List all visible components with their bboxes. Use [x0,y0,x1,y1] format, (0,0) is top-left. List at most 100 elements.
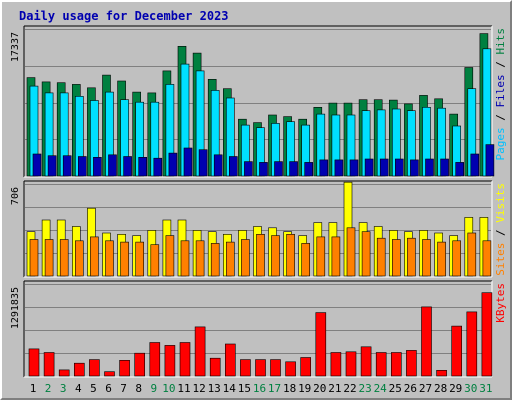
bar-pages-31 [485,144,495,177]
legend-entry: KBytes [494,283,507,323]
x-axis-labels: 1 2 3 4 5 6 7 8 9 10 11 12 13 14 15 16 17 18 19 20 21 22 23 24 2… [30,382,493,395]
x-tick-label-30: 30 [464,382,477,395]
bar-pages-23 [364,158,374,177]
bar-kbytes-30 [466,311,478,377]
bar-pages-5 [93,157,102,177]
x-tick-label-7: 7 [120,382,127,395]
bar-kbytes-28 [436,369,447,377]
bar-kbytes-25 [390,352,402,377]
bar-pages-21 [334,159,344,177]
bar-pages-12 [198,149,208,177]
bar-kbytes-18 [285,361,296,377]
bar-kbytes-7 [119,359,130,377]
bar-kbytes-21 [330,352,342,377]
x-tick-label-24: 24 [374,382,388,395]
bar-kbytes-3 [58,369,70,377]
x-tick-label-5: 5 [90,382,97,395]
bar-sites-19 [301,243,311,277]
bar-sites-25 [391,239,401,277]
legend-entry: / [494,55,507,75]
bar-pages-26 [410,159,419,177]
legend-entry: Sites [494,243,507,276]
bar-sites-3 [59,239,69,277]
y-max-label: 17337 [10,32,21,62]
bar-sites-23 [361,231,371,277]
bar-pages-11 [183,147,193,177]
x-tick-label-9: 9 [150,382,157,395]
x-tick-label-28: 28 [434,382,447,395]
bar-pages-20 [319,159,329,177]
x-tick-label-25: 25 [389,382,402,395]
panel-kbytes: 1291835 KBytes [10,280,507,378]
x-tick-label-2: 2 [45,382,52,395]
legend-entry: Pages [494,127,507,160]
bar-pages-6 [108,154,117,177]
bar-sites-12 [195,240,205,277]
bar-sites-28 [437,241,446,277]
legend-entry: Files [494,74,507,107]
bar-kbytes-24 [375,352,387,377]
x-tick-label-18: 18 [283,382,296,395]
panel-visits-sites: 706 Sites / Visits [10,180,507,278]
bar-sites-27 [422,239,431,277]
x-tick-label-13: 13 [208,382,221,395]
x-tick-label-3: 3 [60,382,67,395]
bar-pages-9 [153,157,163,177]
bar-sites-2 [44,239,54,277]
bar-pages-19 [304,162,314,177]
x-tick-label-4: 4 [75,382,82,395]
bar-kbytes-31 [481,292,493,377]
x-tick-label-10: 10 [162,382,175,395]
bar-kbytes-26 [406,350,417,377]
bar-kbytes-16 [255,359,266,377]
x-tick-label-14: 14 [223,382,237,395]
bar-pages-2 [47,155,57,177]
legend-entry: / [494,223,507,243]
bar-pages-1 [32,153,42,177]
bar-sites-8 [135,241,144,277]
x-tick-label-19: 19 [298,382,311,395]
x-tick-label-21: 21 [328,382,341,395]
bar-kbytes-11 [179,342,191,377]
bar-sites-13 [210,243,220,277]
bar-kbytes-27 [421,306,432,377]
bar-kbytes-13 [209,357,221,377]
bar-kbytes-12 [194,326,206,377]
bar-pages-22 [349,159,359,177]
bar-kbytes-29 [451,325,463,377]
x-tick-label-11: 11 [177,382,190,395]
x-tick-label-22: 22 [343,382,356,395]
bar-sites-11 [180,240,190,277]
bar-pages-4 [78,156,87,177]
chart-title: Daily usage for December 2023 [19,9,229,23]
bar-sites-29 [452,240,462,277]
bar-sites-17 [271,235,280,277]
bar-pages-30 [470,153,480,177]
bar-sites-1 [29,239,39,277]
bar-pages-28 [440,158,449,177]
bar-sites-5 [90,236,99,277]
bar-pages-25 [394,158,404,177]
bar-kbytes-22 [345,351,357,377]
x-tick-label-8: 8 [135,382,142,395]
legend-entry: / [494,108,507,128]
bar-kbytes-19 [300,357,312,377]
bar-sites-6 [105,240,114,277]
bar-kbytes-6 [104,371,115,377]
bar-sites-7 [120,241,129,277]
bar-pages-3 [62,155,72,177]
bar-kbytes-1 [28,348,40,377]
bar-pages-18 [289,161,298,177]
bar-sites-14 [226,241,235,277]
legend-entry: Hits [494,28,507,55]
bar-sites-20 [316,236,326,277]
bar-kbytes-8 [134,352,145,377]
bar-sites-30 [467,232,477,277]
x-tick-label-26: 26 [404,382,417,395]
bar-kbytes-10 [164,345,176,377]
x-tick-label-29: 29 [449,382,462,395]
x-tick-label-23: 23 [358,382,371,395]
bar-sites-15 [241,239,250,277]
bar-pages-27 [425,158,434,177]
